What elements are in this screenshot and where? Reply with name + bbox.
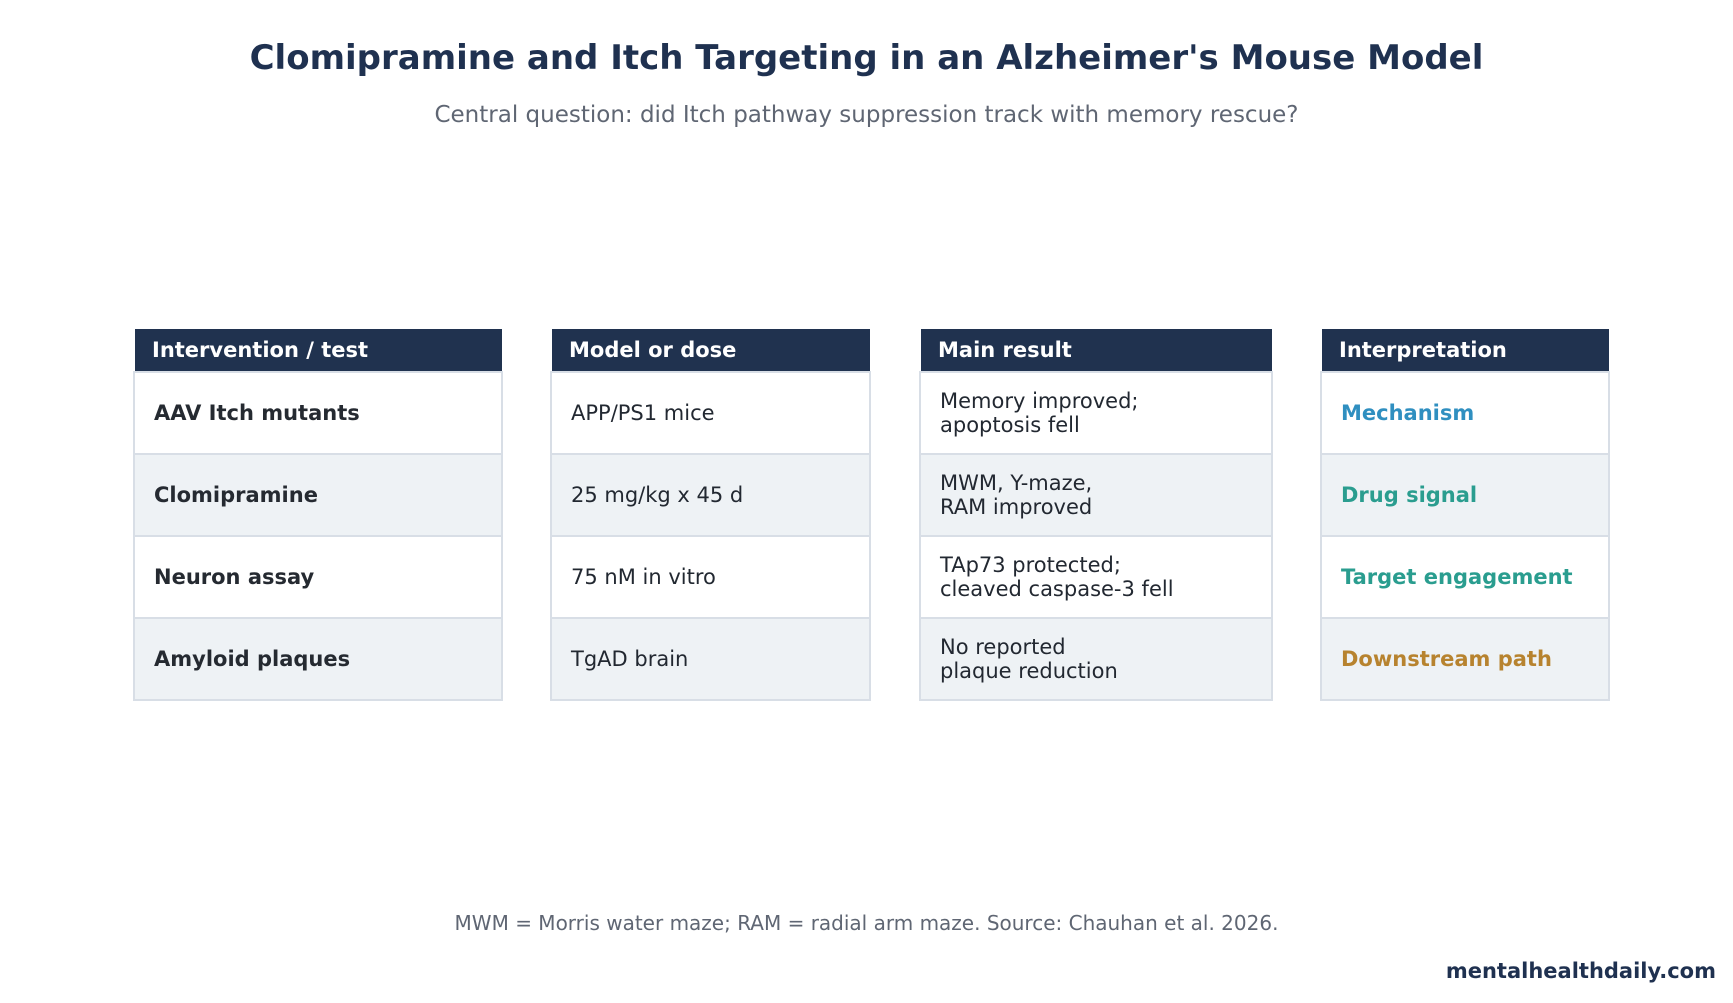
column-intervention: Intervention / test AAV Itch mutants Clomi… xyxy=(133,329,503,701)
table-cell-intervention-row-2: Clomipramine xyxy=(133,455,503,537)
table-cell-intervention-row-4: Amyloid plaques xyxy=(133,619,503,701)
table-cell-interpretation-row-2: Drug signal xyxy=(1320,455,1610,537)
table-cell-main-result-row-2: MWM, Y-maze, RAM improved xyxy=(919,455,1273,537)
column-header-model-or-dose: Model or dose xyxy=(552,329,870,371)
column-header-interpretation: Interpretation xyxy=(1322,329,1609,371)
column-main-result: Main result Memory improved; apoptosis fe… xyxy=(919,329,1273,701)
table-cell-intervention-row-1: AAV Itch mutants xyxy=(133,371,503,455)
footnote: MWM = Morris water maze; RAM = radial ar… xyxy=(454,911,1279,935)
column-interpretation: Interpretation Mechanism Drug signal Target… xyxy=(1320,329,1610,701)
brand-watermark: mentalhealthdaily.com xyxy=(1445,959,1716,983)
table-cell-intervention-row-3: Neuron assay xyxy=(133,537,503,619)
table-cell-model-or-dose-row-2: 25 mg/kg x 45 d xyxy=(550,455,871,537)
table-cell-main-result-row-4: No reported plaque reduction xyxy=(919,619,1273,701)
table-cell-interpretation-row-1: Mechanism xyxy=(1320,371,1610,455)
table-cell-model-or-dose-row-4: TgAD brain xyxy=(550,619,871,701)
column-header-intervention: Intervention / test xyxy=(135,329,502,371)
table-cell-model-or-dose-row-1: APP/PS1 mice xyxy=(550,371,871,455)
table-cell-interpretation-row-3: Target engagement xyxy=(1320,537,1610,619)
table-cell-model-or-dose-row-3: 75 nM in vitro xyxy=(550,537,871,619)
column-header-main-result: Main result xyxy=(921,329,1272,371)
table-cell-interpretation-row-4: Downstream path xyxy=(1320,619,1610,701)
table-cell-main-result-row-1: Memory improved; apoptosis fell xyxy=(919,371,1273,455)
table-cell-main-result-row-3: TAp73 protected; cleaved caspase-3 fell xyxy=(919,537,1273,619)
chart-subtitle: Central question: did Itch pathway suppr… xyxy=(434,102,1299,128)
chart-title: Clomipramine and Itch Targeting in an Al… xyxy=(249,38,1484,78)
column-model-or-dose: Model or dose APP/PS1 mice 25 mg/kg x 45 d… xyxy=(550,329,871,701)
